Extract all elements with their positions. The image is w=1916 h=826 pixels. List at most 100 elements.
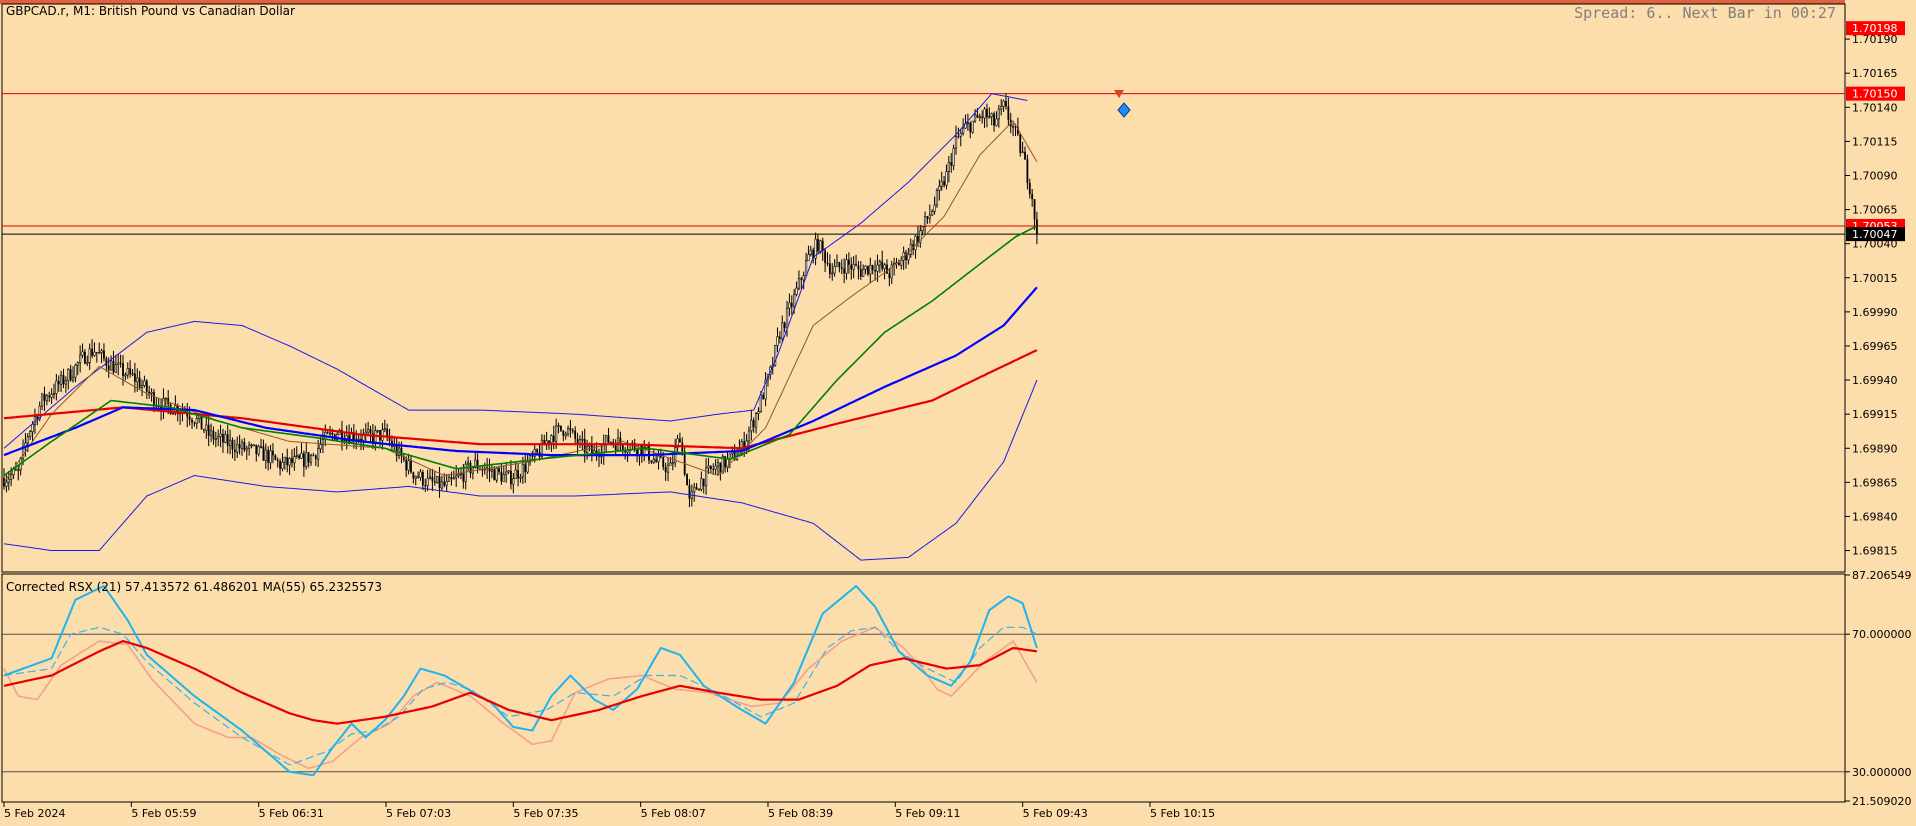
candle bbox=[764, 372, 767, 407]
candle bbox=[776, 327, 779, 353]
candle-body-down bbox=[943, 181, 945, 186]
candle-body-up bbox=[781, 322, 784, 339]
candle bbox=[405, 456, 408, 478]
candle bbox=[914, 234, 917, 259]
candle-body-down bbox=[848, 259, 850, 265]
candle bbox=[276, 457, 279, 468]
candle bbox=[383, 419, 386, 433]
candle bbox=[581, 431, 584, 450]
candle-body-down bbox=[576, 438, 579, 445]
sell-arrow-icon bbox=[1114, 90, 1124, 98]
candle-body-down bbox=[469, 462, 472, 474]
candle bbox=[676, 434, 679, 454]
candle-body-up bbox=[367, 429, 370, 433]
candle bbox=[819, 239, 822, 254]
candle bbox=[566, 425, 570, 437]
candle bbox=[98, 342, 101, 354]
candle-body-down bbox=[821, 240, 824, 251]
candle bbox=[679, 432, 681, 443]
candle bbox=[417, 471, 420, 479]
candle bbox=[71, 366, 75, 383]
candle-body-up bbox=[1021, 151, 1024, 154]
candle-body-down bbox=[145, 380, 148, 392]
candle bbox=[707, 457, 710, 474]
candle-body-up bbox=[31, 424, 34, 432]
candle-body-up bbox=[459, 473, 463, 475]
candle bbox=[145, 379, 148, 400]
candle-body-down bbox=[1005, 101, 1007, 107]
candle-body-down bbox=[298, 455, 301, 459]
candle-body-up bbox=[93, 351, 96, 357]
candle-body-down bbox=[867, 265, 869, 275]
candle-body-up bbox=[714, 465, 717, 470]
candle bbox=[907, 247, 910, 265]
candle-body-up bbox=[76, 362, 79, 366]
candle-body-down bbox=[276, 459, 279, 462]
candle-body-up bbox=[474, 459, 477, 468]
candle-body-up bbox=[952, 147, 955, 166]
candle bbox=[826, 252, 829, 267]
candle-body-down bbox=[443, 481, 446, 486]
candle-body-up bbox=[288, 457, 291, 466]
candle bbox=[778, 331, 781, 344]
candle-body-down bbox=[607, 435, 610, 443]
candle bbox=[652, 448, 655, 464]
candle-body-up bbox=[704, 467, 708, 487]
price-tick-label: 1.70165 bbox=[1852, 67, 1898, 80]
candle-body-up bbox=[490, 469, 494, 472]
candle-body-up bbox=[959, 132, 962, 137]
candle-body-up bbox=[1000, 106, 1003, 110]
price-tick-label: 1.70090 bbox=[1852, 169, 1898, 182]
candle-body-up bbox=[150, 391, 153, 394]
candle-body-up bbox=[505, 471, 508, 475]
candle-body-up bbox=[721, 455, 724, 474]
candle-body-down bbox=[636, 450, 638, 456]
candle bbox=[781, 315, 784, 342]
candle bbox=[95, 352, 98, 363]
candle-body-up bbox=[669, 462, 672, 466]
rsx-tick-label: 30.000000 bbox=[1852, 766, 1912, 779]
candle bbox=[817, 234, 819, 254]
candle-body-up bbox=[933, 204, 936, 212]
candle-body-up bbox=[788, 302, 791, 309]
candle bbox=[131, 369, 134, 377]
candle-body-down bbox=[976, 114, 979, 118]
candle bbox=[229, 429, 232, 455]
candle-body-up bbox=[407, 460, 410, 471]
candle bbox=[795, 281, 798, 297]
candle bbox=[214, 431, 217, 448]
candle-body-up bbox=[954, 136, 958, 149]
price-badge: 1.70150 bbox=[1846, 86, 1905, 101]
candle-body-down bbox=[536, 449, 539, 453]
candle bbox=[893, 257, 896, 276]
candle-body-down bbox=[191, 419, 193, 423]
candle-body-down bbox=[552, 435, 555, 442]
candle bbox=[410, 456, 412, 474]
candle-body-down bbox=[433, 481, 436, 483]
candle-body-up bbox=[514, 469, 517, 480]
candle bbox=[219, 424, 222, 448]
candle-body-down bbox=[881, 261, 884, 269]
candle bbox=[226, 424, 229, 454]
candle-body-down bbox=[897, 262, 900, 266]
candle-body-up bbox=[997, 108, 1000, 120]
candle-body-down bbox=[112, 360, 115, 373]
price-badge-label: 1.70150 bbox=[1852, 88, 1898, 101]
time-tick-label: 5 Feb 06:31 bbox=[259, 807, 324, 820]
candle bbox=[395, 438, 398, 462]
candle bbox=[369, 425, 372, 443]
candle bbox=[1016, 117, 1019, 136]
candle-body-down bbox=[843, 268, 846, 274]
candle bbox=[624, 447, 627, 460]
candle-body-up bbox=[921, 226, 924, 232]
candle bbox=[126, 362, 129, 379]
candle bbox=[191, 417, 193, 429]
candle-body-up bbox=[240, 441, 244, 449]
candle-body-up bbox=[533, 449, 536, 457]
candle-body-up bbox=[269, 450, 272, 464]
candle-body-down bbox=[574, 430, 577, 439]
candle-body-up bbox=[883, 264, 886, 270]
candle-body-down bbox=[612, 442, 615, 444]
candle-body-up bbox=[10, 474, 13, 480]
